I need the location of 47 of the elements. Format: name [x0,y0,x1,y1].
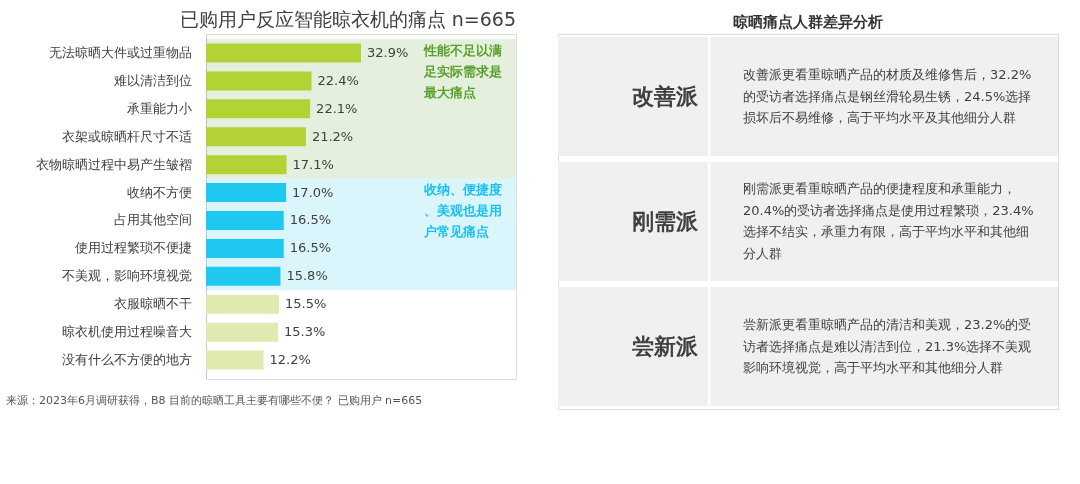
band-label: 收纳、便捷度、美观也是用户常见痛点 [423,182,502,240]
data-label: 16.5% [289,240,332,256]
y-tick-label: 无法晾晒大件或过重物品 [49,44,192,60]
bar [206,238,284,258]
bar [206,71,312,91]
bar [206,43,361,63]
y-tick-label: 占用其他空间 [114,212,192,228]
bar [206,127,306,147]
bar [206,210,284,230]
bar [206,350,264,370]
y-tick-label: 收纳不方便 [127,184,192,200]
y-tick-label: 晾衣机使用过程噪音大 [62,324,192,340]
data-label: 22.1% [316,100,358,116]
data-label: 12.2% [269,352,311,368]
band-label: 性能不足以满足实际需求是最大痛点 [423,42,502,100]
text: 尝新派 [632,333,699,359]
y-tick-label: 使用过程繁琐不便捷 [75,240,192,256]
y-tick-label: 不美观，影响环境视觉 [62,268,192,284]
data-label: 17.0% [292,184,334,200]
bar [206,155,287,175]
bar [206,266,281,286]
data-label: 15.5% [285,296,327,312]
y-tick-label: 难以清洁到位 [113,72,192,88]
chart-title: 已购用户反应智能晾衣机的痛点 n=665 [179,8,516,30]
text: 刚需派更看重晾晒产品的便捷程度和承重能力，20.4%的受访者选择痛点是使用过程繁琐，23.4%选择不结实，承重力有限，高于平均水平和其他细分人群 [743,180,1034,262]
text: 改善派更看重晾晒产品的材质及维修售后，32.2%的受访者选择痛点是钢丝滑轮易生锈，24.5%选择损坏后不易维修，高于平均水平及其他细分人群 [743,66,1032,126]
data-label: 15.3% [284,324,326,340]
data-label: 17.1% [292,156,334,172]
data-label: 15.8% [286,268,328,284]
y-tick-label: 衣架或晾晒杆尺寸不适 [62,128,192,144]
data-label: 21.2% [311,128,354,144]
y-tick-label: 承重能力小 [127,100,192,116]
y-tick-label: 衣物晾晒过程中易产生皱褶 [36,156,192,172]
data-label: 22.4% [317,72,359,88]
text: 刚需派 [632,208,699,234]
bar [206,99,311,119]
y-tick-label: 没有什么不方便的地方 [62,352,192,368]
text: 改善派 [632,83,699,109]
data-label: 32.9% [367,44,409,60]
text: 晾晒痛点人群差异分析 [733,13,883,31]
text: 尝新派更看重晾晒产品的清洁和美观，23.2%的受访者选择痛点是难以清洁到位，21.3%选择不美观影响环境视觉，高于平均水平和其他细分人群 [743,316,1032,376]
bar [206,183,287,203]
bar [206,322,279,342]
data-label: 16.5% [289,212,332,228]
source-note: 来源：2023年6月调研获得，B8 目前的晾晒工具主要有哪些不便？ 已购用户 n=665 [6,394,423,407]
bar [206,294,280,314]
y-tick-label: 衣服晾晒不干 [114,296,192,312]
